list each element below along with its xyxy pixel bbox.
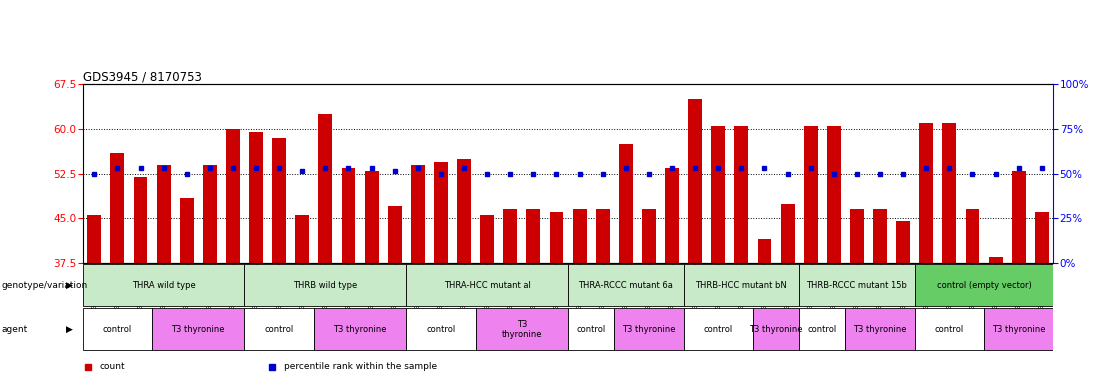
Bar xyxy=(800,308,845,351)
Bar xyxy=(411,165,425,263)
Bar xyxy=(480,215,494,263)
Bar xyxy=(596,210,610,263)
Bar xyxy=(83,308,152,351)
Text: ▶: ▶ xyxy=(66,325,73,334)
Bar xyxy=(83,264,245,306)
Bar xyxy=(503,210,517,263)
Bar xyxy=(800,264,914,306)
Bar xyxy=(619,144,633,263)
Bar xyxy=(272,138,286,263)
Bar xyxy=(87,215,101,263)
Bar xyxy=(296,215,309,263)
Text: control: control xyxy=(265,325,293,334)
Bar xyxy=(988,257,1003,263)
Text: control: control xyxy=(577,325,606,334)
Bar xyxy=(845,308,914,351)
Bar xyxy=(226,129,239,263)
Bar xyxy=(110,153,125,263)
Bar xyxy=(614,308,684,351)
Bar xyxy=(365,171,378,263)
Text: count: count xyxy=(99,362,126,371)
Bar xyxy=(157,165,171,263)
Text: THRA wild type: THRA wild type xyxy=(131,281,195,290)
Bar xyxy=(965,210,979,263)
Bar xyxy=(735,126,748,263)
Bar xyxy=(1035,212,1049,263)
Bar xyxy=(549,212,564,263)
Bar xyxy=(984,308,1053,351)
Bar xyxy=(758,239,771,263)
Bar xyxy=(572,210,587,263)
Bar xyxy=(457,159,471,263)
Bar xyxy=(388,207,401,263)
Bar xyxy=(245,264,406,306)
Text: THRA-RCCC mutant 6a: THRA-RCCC mutant 6a xyxy=(578,281,673,290)
Bar xyxy=(711,126,725,263)
Bar xyxy=(568,308,614,351)
Bar xyxy=(753,308,800,351)
Bar xyxy=(684,308,753,351)
Text: THRB-HCC mutant bN: THRB-HCC mutant bN xyxy=(696,281,788,290)
Text: THRA-HCC mutant al: THRA-HCC mutant al xyxy=(443,281,531,290)
Bar xyxy=(133,177,148,263)
Bar xyxy=(850,210,864,263)
Text: T3 thyronine: T3 thyronine xyxy=(333,325,387,334)
Bar xyxy=(688,99,703,263)
Bar xyxy=(684,264,800,306)
Bar xyxy=(919,123,933,263)
Bar xyxy=(314,308,406,351)
Text: T3 thyronine: T3 thyronine xyxy=(172,325,225,334)
Text: T3 thyronine: T3 thyronine xyxy=(854,325,907,334)
Text: genotype/variation: genotype/variation xyxy=(1,281,87,290)
Text: control: control xyxy=(934,325,964,334)
Text: THRB wild type: THRB wild type xyxy=(293,281,357,290)
Text: THRB-RCCC mutant 15b: THRB-RCCC mutant 15b xyxy=(806,281,908,290)
Text: percentile rank within the sample: percentile rank within the sample xyxy=(285,362,437,371)
Bar xyxy=(433,162,448,263)
Bar xyxy=(642,210,656,263)
Text: T3 thyronine: T3 thyronine xyxy=(992,325,1046,334)
Bar xyxy=(342,168,355,263)
Bar xyxy=(874,210,887,263)
Bar xyxy=(897,221,910,263)
Text: T3 thyronine: T3 thyronine xyxy=(749,325,803,334)
Bar xyxy=(804,126,817,263)
Text: T3 thyronine: T3 thyronine xyxy=(622,325,676,334)
Bar xyxy=(914,264,1053,306)
Text: ▶: ▶ xyxy=(66,281,73,290)
Bar xyxy=(249,132,263,263)
Bar xyxy=(942,123,956,263)
Text: control: control xyxy=(427,325,456,334)
Bar xyxy=(406,264,568,306)
Bar xyxy=(203,165,217,263)
Bar xyxy=(568,264,684,306)
Bar xyxy=(475,308,568,351)
Text: T3
thyronine: T3 thyronine xyxy=(502,319,542,339)
Bar xyxy=(406,308,475,351)
Bar xyxy=(245,308,314,351)
Bar xyxy=(665,168,679,263)
Bar xyxy=(914,308,984,351)
Text: control (empty vector): control (empty vector) xyxy=(936,281,1031,290)
Bar xyxy=(180,197,194,263)
Text: control: control xyxy=(704,325,732,334)
Bar xyxy=(152,308,245,351)
Bar xyxy=(781,204,794,263)
Text: agent: agent xyxy=(1,325,28,334)
Bar xyxy=(1011,171,1026,263)
Text: control: control xyxy=(807,325,837,334)
Bar xyxy=(526,210,540,263)
Text: control: control xyxy=(103,325,132,334)
Bar xyxy=(827,126,840,263)
Bar xyxy=(319,114,332,263)
Text: GDS3945 / 8170753: GDS3945 / 8170753 xyxy=(83,70,202,83)
